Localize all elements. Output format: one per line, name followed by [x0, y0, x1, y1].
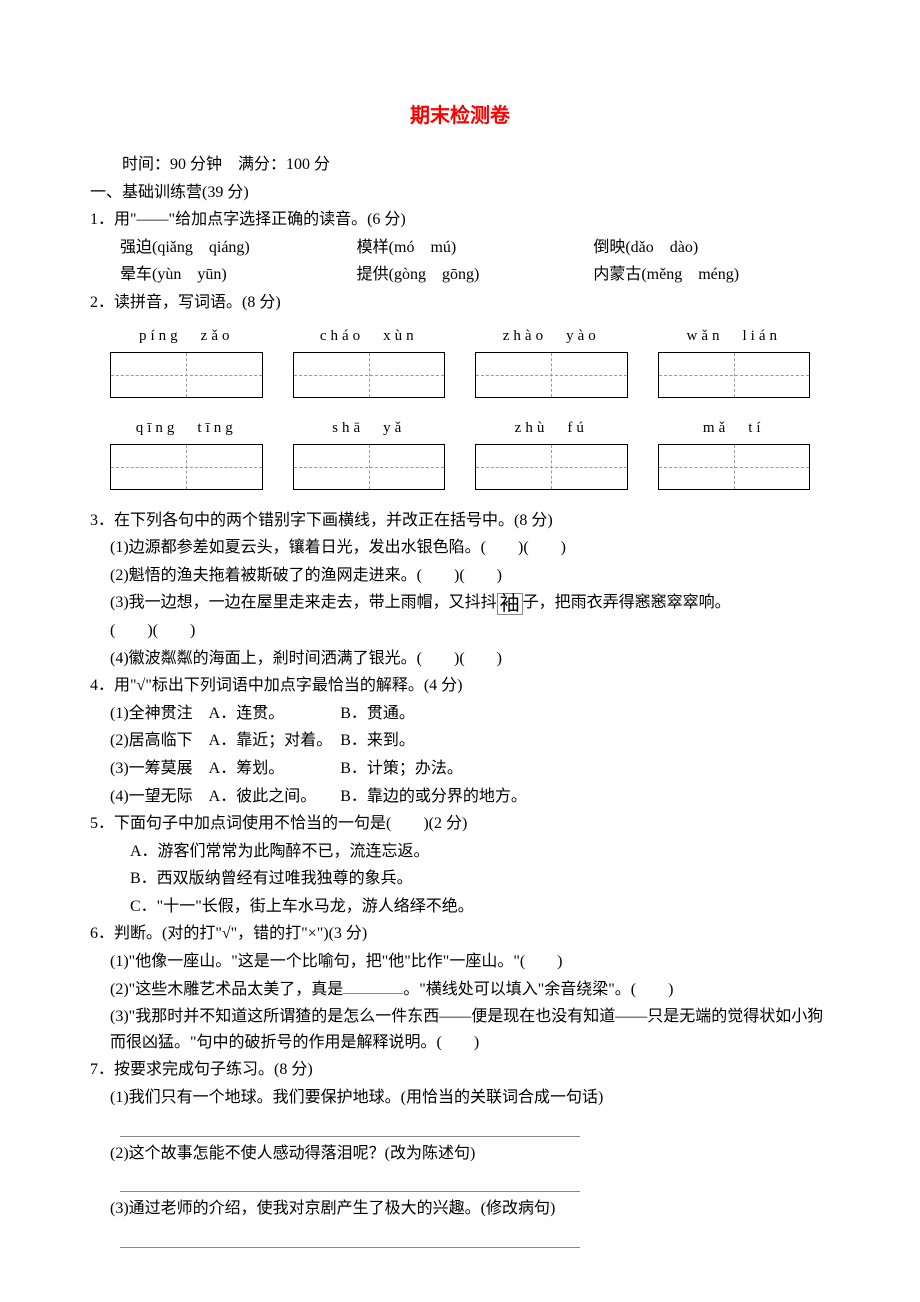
answer-line-1[interactable] [120, 1115, 580, 1137]
q2-prompt: 2．读拼音，写词语。(8 分) [90, 290, 830, 316]
q5-b: B．西双版纳曾经有过唯我独尊的象兵。 [90, 866, 830, 892]
q1-row1: 强迫(qiǎng qiáng) 模样(mó mú) 倒映(dǎo dào) [90, 235, 830, 261]
q1-prompt: 1．用"——"给加点字选择正确的读音。(6 分) [90, 207, 830, 233]
writing-box[interactable] [475, 352, 628, 398]
answer-line-2[interactable] [120, 1170, 580, 1192]
writing-box[interactable] [475, 444, 628, 490]
q6-prompt: 6．判断。(对的打"√"，错的打"×")(3 分) [90, 921, 830, 947]
q7-i2: (2)这个故事怎能不使人感动得落泪呢？(改为陈述句) [90, 1141, 830, 1167]
q5-c: C．"十一"长假，街上车水马龙，游人络绎不绝。 [90, 894, 830, 920]
q1-r1-c: 倒映(dǎo dào) [593, 235, 830, 261]
time-score-info: 时间：90 分钟 满分：100 分 [90, 152, 830, 178]
q1-r1-b: 模样(mó mú) [357, 235, 594, 261]
q1-r2-a: 晕车(yùn yūn) [120, 262, 357, 288]
q2-box-3: zhào yào [475, 324, 628, 398]
q6-i1: (1)"他像一座山。"这是一个比喻句，把"他"比作"一座山。"( ) [90, 949, 830, 975]
q3-i3: (3)我一边想，一边在屋里走来走去，带上雨帽，又抖抖袖子，把雨衣弄得窸窸窣窣响。 [90, 590, 830, 616]
q1-r2-b: 提供(gòng gōng) [357, 262, 594, 288]
q2-box-7: zhù fú [475, 416, 628, 490]
fill-blank[interactable] [343, 978, 403, 994]
q6-i3: (3)"我那时并不知道这所谓猹的是怎么一件东西——便是现在也没有知道——只是无端… [90, 1004, 830, 1055]
q2-row1-group: píng zǎo cháo xùn zhào yào wǎn lián [90, 324, 830, 398]
q2-label-6: shā yǎ [293, 416, 446, 440]
q6-i2a: (2)"这些木雕艺术品太美了，真是 [110, 981, 343, 998]
writing-box[interactable] [658, 352, 811, 398]
q4-prompt: 4．用"√"标出下列词语中加点字最恰当的解释。(4 分) [90, 673, 830, 699]
q2-label-3: zhào yào [475, 324, 628, 348]
q6-i2: (2)"这些木雕艺术品太美了，真是 。"横线处可以填入"余音绕梁"。( ) [90, 977, 830, 1003]
q7-i1: (1)我们只有一个地球。我们要保护地球。(用恰当的关联词合成一句话) [90, 1085, 830, 1111]
q2-label-7: zhù fú [475, 416, 628, 440]
q2-box-5: qīng tīng [110, 416, 263, 490]
q2-box-4: wǎn lián [658, 324, 811, 398]
q7-prompt: 7．按要求完成句子练习。(8 分) [90, 1057, 830, 1083]
q3-prompt: 3．在下列各句中的两个错别字下画横线，并改正在括号中。(8 分) [90, 508, 830, 534]
q6-i2b: 。"横线处可以填入"余音绕梁"。( ) [403, 981, 673, 998]
writing-box[interactable] [110, 352, 263, 398]
q2-row2-group: qīng tīng shā yǎ zhù fú mǎ tí [90, 416, 830, 490]
writing-box[interactable] [658, 444, 811, 490]
answer-line-3[interactable] [120, 1226, 580, 1248]
boxed-char-icon: 袖 [497, 593, 523, 615]
writing-box[interactable] [293, 444, 446, 490]
q1-row2: 晕车(yùn yūn) 提供(gòng gōng) 内蒙古(měng méng) [90, 262, 830, 288]
q4-i4: (4)一望无际 A．彼此之间。 B．靠边的或分界的地方。 [90, 784, 830, 810]
q2-label-2: cháo xùn [293, 324, 446, 348]
q2-box-6: shā yǎ [293, 416, 446, 490]
q2-box-8: mǎ tí [658, 416, 811, 490]
q4-i3: (3)一筹莫展 A．筹划。 B．计策；办法。 [90, 756, 830, 782]
q3-i3b: 子，把雨衣弄得窸窸窣窣响。 [523, 594, 731, 611]
q2-label-4: wǎn lián [658, 324, 811, 348]
q2-label-5: qīng tīng [110, 416, 263, 440]
q3-i3a: (3)我一边想，一边在屋里走来走去，带上雨帽，又抖抖 [110, 594, 497, 611]
writing-box[interactable] [110, 444, 263, 490]
q4-i1: (1)全神贯注 A．连贯。 B．贯通。 [90, 701, 830, 727]
q3-i4: (4)徽波粼粼的海面上，剎时间洒满了银光。( )( ) [90, 646, 830, 672]
writing-box[interactable] [293, 352, 446, 398]
q4-i2: (2)居高临下 A．靠近；对着。 B．来到。 [90, 728, 830, 754]
q3-i3c: ( )( ) [90, 618, 830, 644]
q2-label-8: mǎ tí [658, 416, 811, 440]
q1-r1-a: 强迫(qiǎng qiáng) [120, 235, 357, 261]
q3-i1: (1)边源都参差如夏云头，镶着日光，发出水银色陷。( )( ) [90, 535, 830, 561]
q5-prompt: 5．下面句子中加点词使用不恰当的一句是( )(2 分) [90, 811, 830, 837]
q2-box-1: píng zǎo [110, 324, 263, 398]
q2-box-2: cháo xùn [293, 324, 446, 398]
q2-label-1: píng zǎo [110, 324, 263, 348]
q1-r2-c: 内蒙古(měng méng) [593, 262, 830, 288]
q7-i3: (3)通过老师的介绍，使我对京剧产生了极大的兴趣。(修改病句) [90, 1196, 830, 1222]
q3-i2: (2)魁悟的渔夫拖着被斯破了的渔网走进来。( )( ) [90, 563, 830, 589]
section-1-header: 一、基础训练营(39 分) [90, 180, 830, 206]
page-title: 期末检测卷 [90, 100, 830, 132]
q5-a: A．游客们常常为此陶醉不已，流连忘返。 [90, 839, 830, 865]
